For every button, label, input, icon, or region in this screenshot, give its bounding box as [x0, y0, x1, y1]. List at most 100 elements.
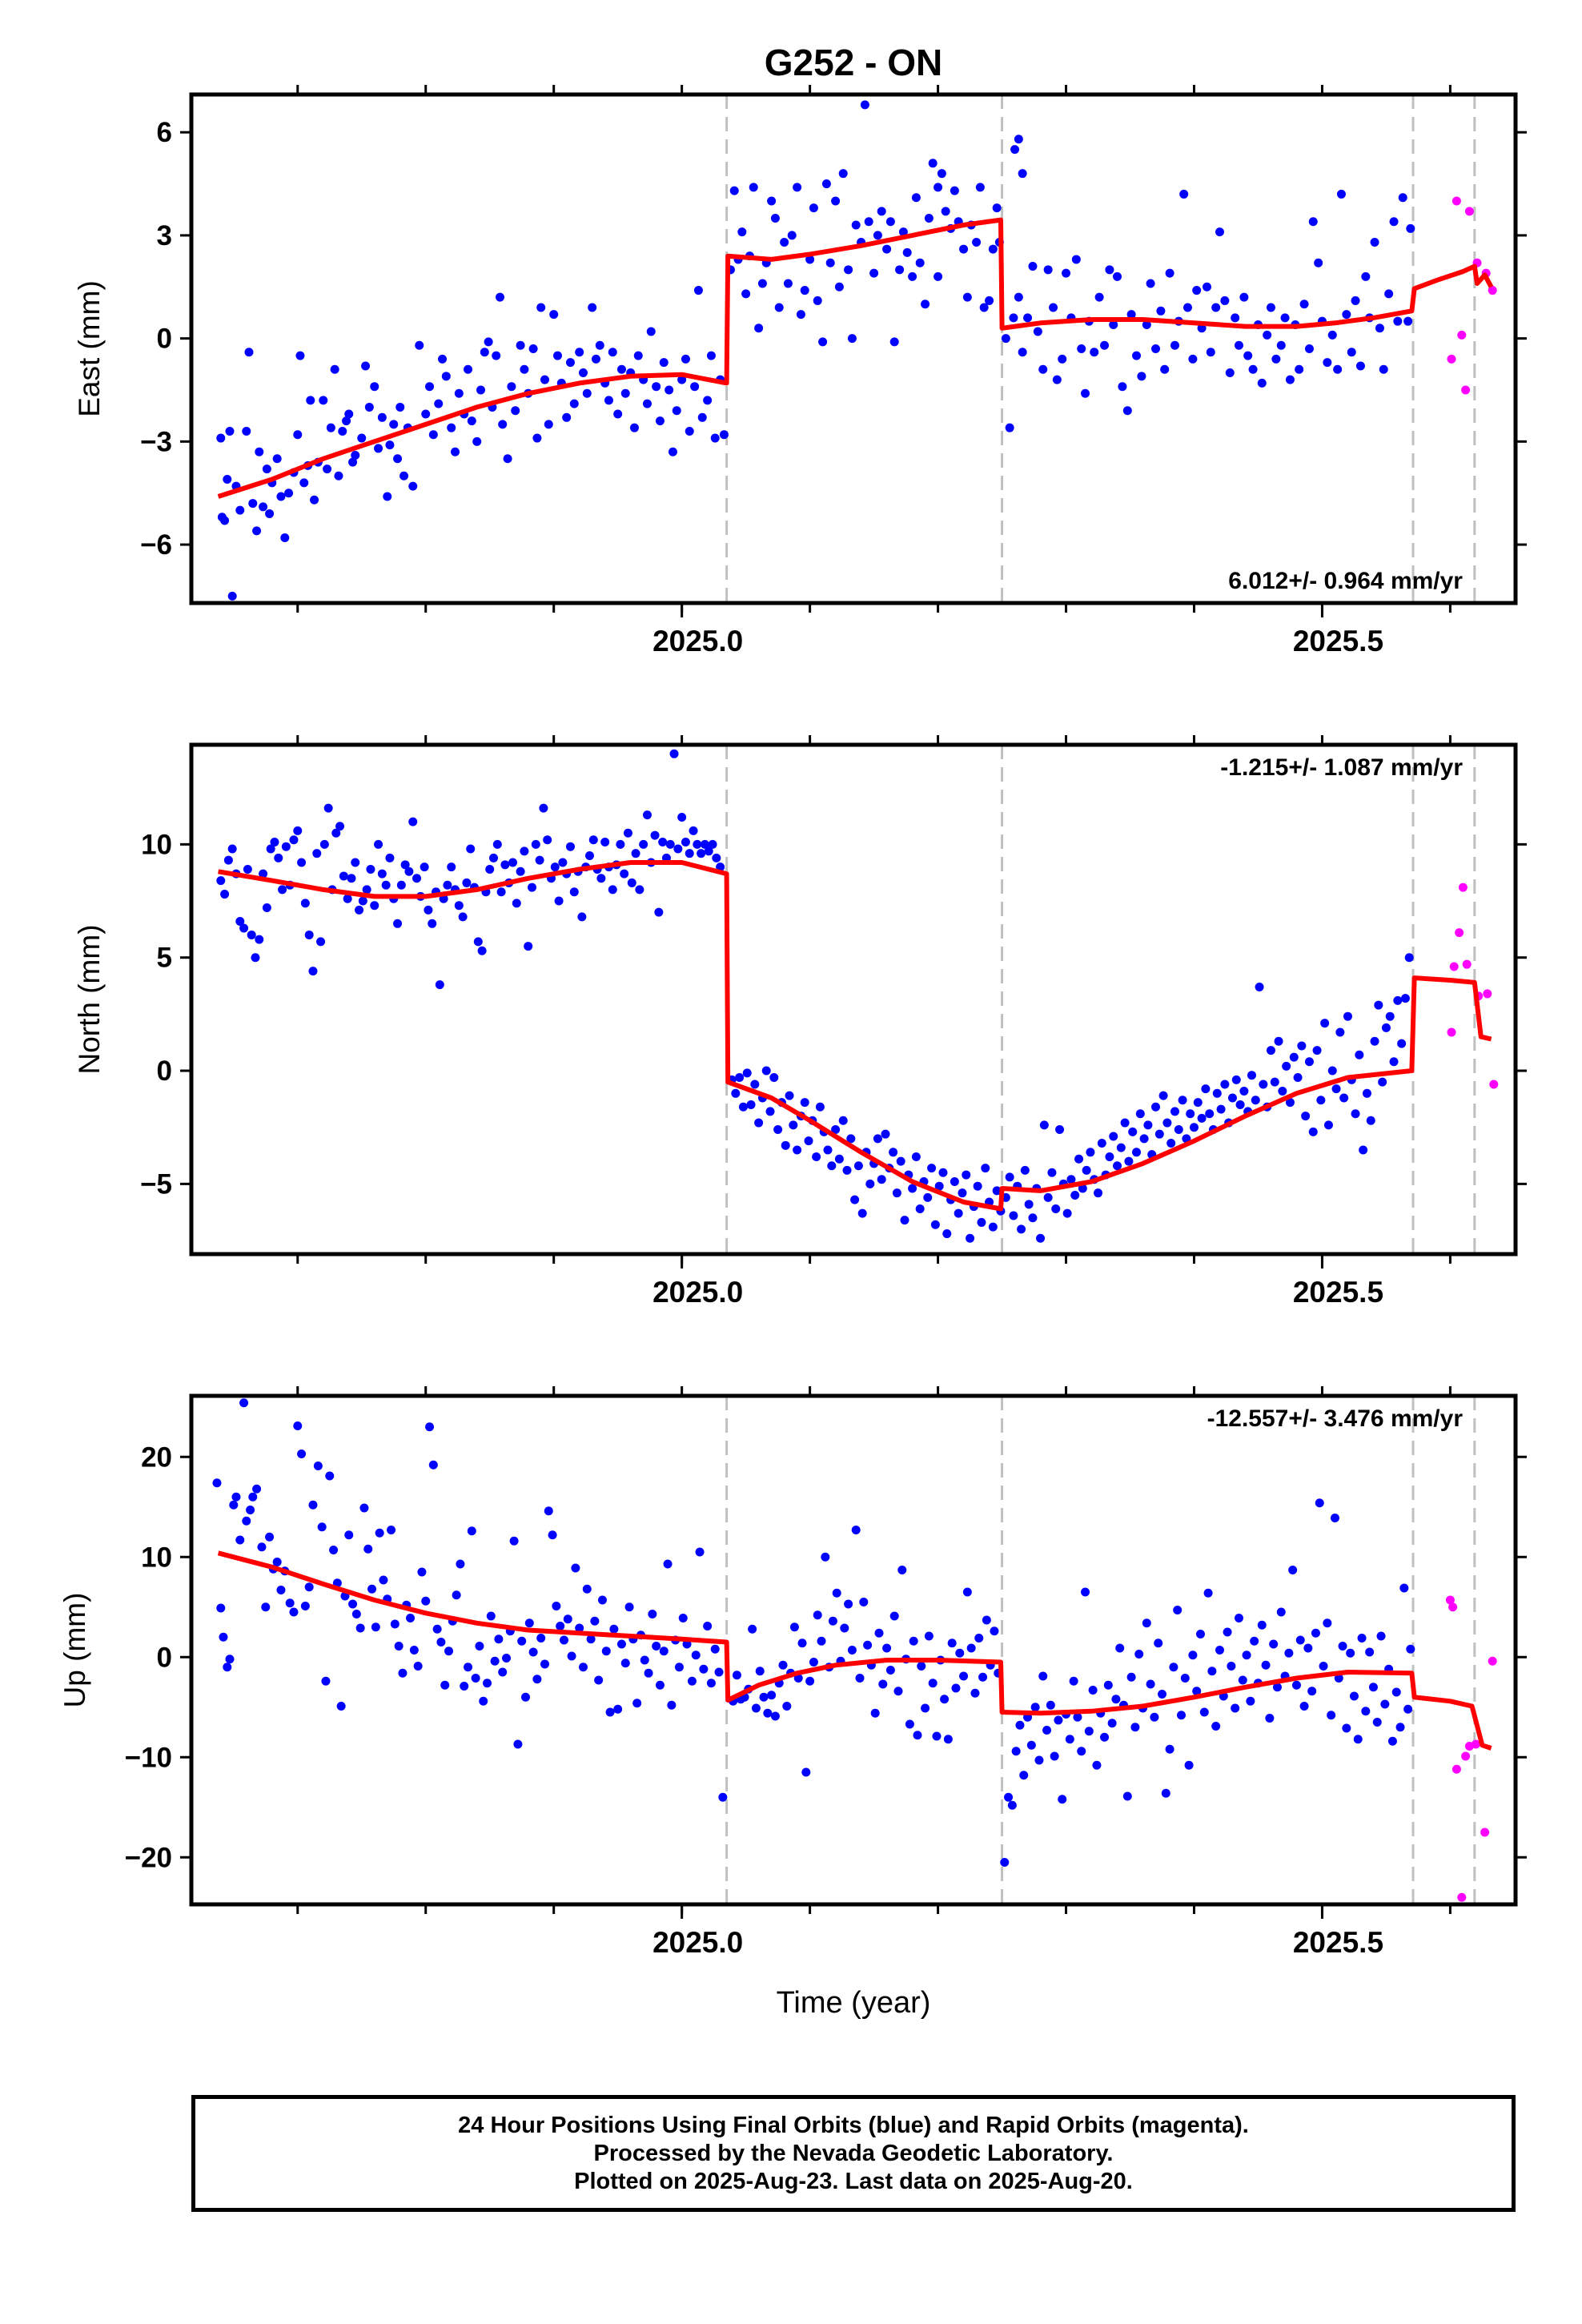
up-final-point: [348, 1599, 358, 1609]
up-final-point: [1399, 1583, 1409, 1593]
north-final-point: [335, 822, 345, 831]
north-final-point: [1124, 1156, 1134, 1166]
up-final-point: [544, 1506, 553, 1516]
east-final-point: [1220, 296, 1230, 305]
caption-line-1: 24 Hour Positions Using Final Orbits (bl…: [458, 2112, 1249, 2138]
north-final-point: [1227, 1093, 1237, 1103]
up-rapid-point: [1445, 1595, 1455, 1605]
east-final-point: [319, 396, 328, 405]
up-final-point: [1250, 1636, 1259, 1646]
up-xtick-label: 2025.0: [652, 1926, 743, 1959]
east-final-point: [873, 231, 882, 240]
up-final-point: [1342, 1723, 1351, 1733]
up-final-point: [1291, 1680, 1301, 1690]
up-final-point: [813, 1610, 822, 1620]
up-final-point: [498, 1667, 508, 1677]
north-final-point: [600, 838, 610, 847]
east-final-point: [787, 231, 797, 240]
east-rapid-point: [1457, 330, 1467, 340]
east-final-point: [665, 385, 674, 395]
east-final-point: [831, 196, 841, 206]
up-rapid-point: [1448, 1602, 1458, 1612]
up-final-point: [563, 1614, 572, 1624]
north-final-point: [981, 1164, 990, 1173]
north-final-point: [1151, 1102, 1161, 1112]
east-model-line: [217, 217, 1494, 499]
east-final-point: [1215, 227, 1224, 237]
east-final-point: [1243, 351, 1253, 360]
east-final-point: [1206, 348, 1215, 357]
east-final-point: [613, 409, 623, 419]
east-final-point: [1285, 375, 1295, 384]
up-final-point: [548, 1530, 557, 1540]
east-final-point: [1043, 265, 1053, 275]
east-final-point: [1375, 324, 1384, 333]
east-final-point: [507, 382, 516, 392]
north-final-point: [489, 853, 499, 862]
east-final-point: [1271, 354, 1281, 364]
north-final-point: [927, 1164, 937, 1173]
north-final-point: [735, 1073, 745, 1083]
north-final-point: [973, 1181, 982, 1191]
up-final-point: [1211, 1722, 1221, 1731]
north-final-point: [1366, 1116, 1375, 1125]
east-final-point: [1113, 271, 1122, 281]
up-final-point: [710, 1644, 720, 1654]
east-final-point: [415, 340, 424, 350]
north-final-point: [424, 905, 433, 915]
up-final-point: [552, 1602, 561, 1610]
east-final-point: [796, 310, 805, 320]
up-final-point: [524, 1618, 534, 1628]
north-final-point: [1404, 953, 1414, 963]
north-final-point: [1097, 1138, 1106, 1148]
north-final-point: [289, 835, 299, 845]
east-final-point: [569, 399, 579, 408]
north-final-point: [1162, 1118, 1172, 1128]
east-final-point: [608, 348, 617, 357]
up-final-point: [293, 1421, 303, 1430]
up-final-point: [751, 1703, 761, 1713]
up-final-point: [502, 1654, 512, 1663]
north-rapid-point: [1447, 1027, 1456, 1037]
east-final-point: [498, 420, 508, 429]
up-final-point: [955, 1648, 965, 1658]
up-final-point: [674, 1663, 684, 1672]
caption-line-3: Plotted on 2025-Aug-23. Last data on 202…: [574, 2168, 1133, 2194]
east-final-point: [652, 382, 661, 392]
up-final-point: [932, 1731, 942, 1741]
up-final-point: [252, 1484, 262, 1494]
east-final-point: [472, 436, 482, 446]
north-final-point: [962, 1170, 971, 1180]
up-frame: [189, 1393, 1518, 1907]
north-final-point: [223, 855, 233, 865]
up-final-point: [755, 1667, 765, 1676]
east-final-point: [793, 183, 802, 192]
north-final-point: [1301, 1112, 1311, 1121]
north-rapid-point: [1483, 989, 1492, 999]
up-final-point: [1019, 1771, 1029, 1780]
east-rapid-point: [1447, 354, 1456, 364]
up-final-point: [1154, 1638, 1163, 1648]
up-plot-area: [212, 1396, 1497, 1904]
east-final-point: [1308, 217, 1318, 227]
up-final-point: [663, 1559, 673, 1569]
north-panel: −5 0 5 10 2025.0 2025.5 North (mm) -1.215+/- 1.…: [73, 735, 1527, 1309]
east-final-point: [800, 286, 809, 296]
north-final-point: [1274, 1036, 1283, 1046]
east-final-point: [276, 492, 286, 501]
north-final-point: [834, 1154, 844, 1164]
up-final-point: [893, 1687, 903, 1696]
east-final-point: [889, 337, 899, 347]
north-final-point: [385, 853, 395, 862]
up-final-point: [231, 1492, 241, 1502]
east-final-point: [389, 420, 399, 429]
up-final-point: [272, 1558, 282, 1566]
east-final-point: [962, 292, 972, 302]
north-final-point: [323, 803, 333, 813]
up-final-point: [1353, 1735, 1363, 1744]
east-final-point: [370, 382, 379, 392]
east-final-point: [642, 399, 652, 408]
east-final-point: [1118, 382, 1127, 392]
north-final-point: [966, 1233, 975, 1243]
north-final-point: [1247, 1071, 1256, 1080]
